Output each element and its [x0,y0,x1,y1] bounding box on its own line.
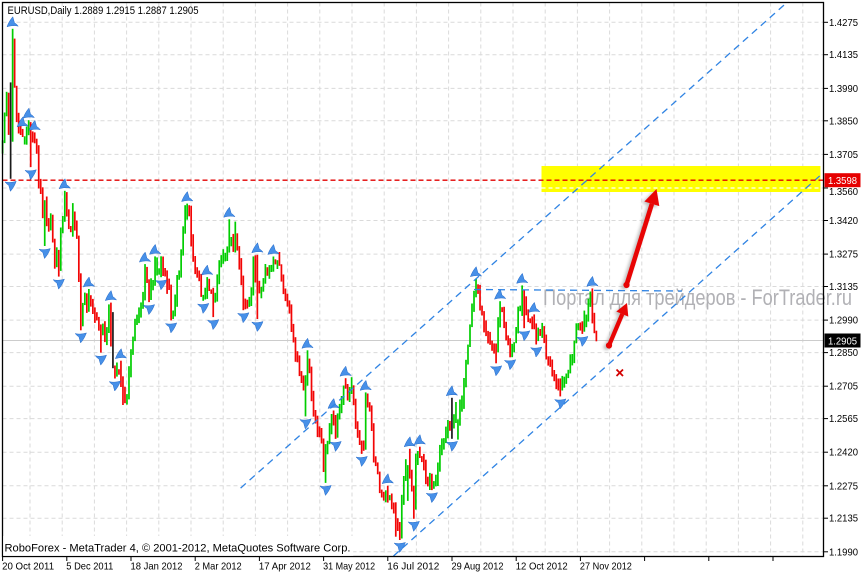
svg-text:29 Aug 2012: 29 Aug 2012 [452,561,504,573]
svg-text:1.3850: 1.3850 [829,115,858,127]
svg-text:1.4135: 1.4135 [829,49,858,61]
svg-text:1.2705: 1.2705 [829,381,858,393]
svg-text:1.3598: 1.3598 [828,175,857,187]
svg-text:27 Nov 2012: 27 Nov 2012 [580,561,632,573]
svg-text:EURUSD,Daily 1.2889 1.2915 1.: EURUSD,Daily 1.2889 1.2915 1.2887 1.2905 [8,5,199,17]
svg-text:1.2850: 1.2850 [829,347,858,359]
svg-text:1.4275: 1.4275 [829,17,858,29]
svg-text:Портал для трейдеров - ForTrad: Портал для трейдеров - ForTrader.ru [543,285,852,310]
svg-text:RoboForex - MetaTrader 4, © 20: RoboForex - MetaTrader 4, © 2001-2012, M… [5,543,351,555]
svg-text:1.2990: 1.2990 [829,315,858,327]
svg-text:1.2905: 1.2905 [828,336,857,348]
svg-text:5 Dec 2011: 5 Dec 2011 [66,561,113,573]
svg-text:2 Mar 2012: 2 Mar 2012 [195,561,242,573]
svg-text:1.2565: 1.2565 [829,413,858,425]
svg-text:1.2420: 1.2420 [829,447,858,459]
svg-text:17 Apr 2012: 17 Apr 2012 [259,561,311,573]
svg-text:12 Oct 2012: 12 Oct 2012 [516,561,568,573]
svg-text:1.3420: 1.3420 [829,215,858,227]
svg-text:1.2135: 1.2135 [829,513,858,525]
svg-text:31 May 2012: 31 May 2012 [323,561,375,573]
svg-text:1.2275: 1.2275 [829,480,858,492]
svg-text:16 Jul 2012: 16 Jul 2012 [387,561,439,573]
svg-text:20 Oct 2011: 20 Oct 2011 [2,561,54,573]
svg-text:18 Jan 2012: 18 Jan 2012 [131,561,183,573]
svg-text:1.1990: 1.1990 [829,546,858,558]
svg-text:1.3705: 1.3705 [829,149,858,161]
svg-text:1.3990: 1.3990 [829,83,858,95]
svg-text:1.3275: 1.3275 [829,249,858,261]
svg-text:1.3135: 1.3135 [829,281,858,293]
svg-text:1.3560: 1.3560 [829,186,858,198]
